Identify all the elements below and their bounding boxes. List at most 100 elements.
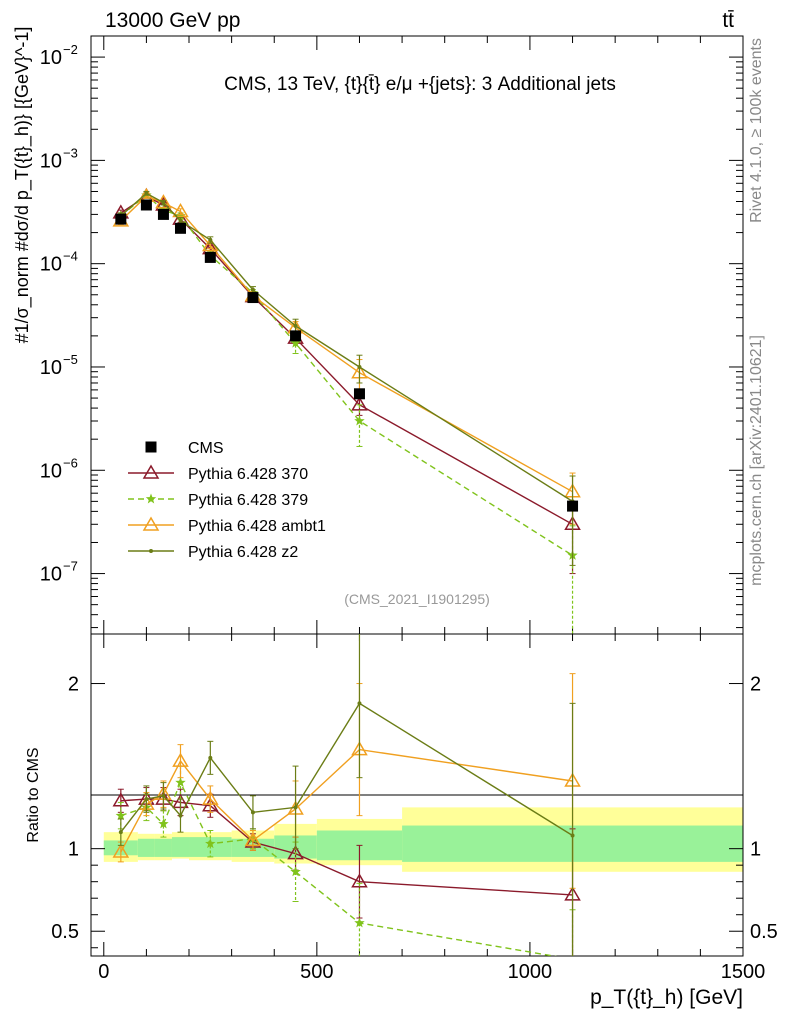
y-tick-label: 10	[40, 460, 62, 482]
legend-label: Pythia 6.428 379	[188, 492, 308, 509]
data-point	[112, 843, 130, 858]
y-tick-label-exponent: −4	[63, 249, 78, 264]
data-point	[174, 222, 186, 234]
data-point	[144, 797, 149, 802]
legend-marker	[145, 441, 157, 453]
data-point	[172, 752, 189, 767]
data-point	[172, 203, 189, 218]
data-point	[244, 831, 262, 847]
legend-entry: CMS	[145, 440, 224, 457]
data-point	[178, 218, 183, 223]
series-pythia-6-428-ambt1	[112, 187, 581, 525]
y-tick-label: 10	[40, 254, 62, 276]
x-tick-label: 1000	[508, 961, 553, 983]
data-point	[205, 838, 216, 849]
main-y-axis-label: #1/σ_norm #dσ/d p_T({t}_h)} [{GeV}^-1]	[12, 27, 33, 344]
ratio-series-group	[112, 634, 581, 956]
x-tick-label: 500	[300, 961, 333, 983]
data-point	[247, 292, 259, 304]
series-pythia-6-428-379	[115, 189, 578, 635]
plot-title: CMS, 13 TeV, {t}{t̄} e/μ +{jets}: 3 Addi…	[224, 74, 616, 95]
legend-label: Pythia 6.428 z2	[188, 544, 298, 561]
data-point	[357, 701, 362, 706]
data-point	[118, 830, 123, 835]
ratio-panel: 0.5 0.5 1 1 2 2 0 500 1000 1500	[51, 633, 778, 983]
data-point	[567, 500, 579, 512]
ratio-y-tick-label: 0.5	[51, 921, 79, 943]
legend-marker	[145, 493, 157, 504]
ratio-y-tick-label-right: 2	[750, 674, 761, 696]
data-point	[354, 415, 365, 426]
data-point	[161, 200, 166, 205]
y-tick-label-exponent: −3	[63, 145, 78, 160]
data-point	[158, 818, 169, 829]
x-axis-label: p_T({t}_h) [GeV]	[590, 986, 743, 1009]
series-cms	[115, 199, 579, 512]
legend-label: Pythia 6.428 ambt1	[188, 518, 326, 535]
analysis-watermark: (CMS_2021_I1901295)	[344, 591, 490, 607]
data-point	[353, 388, 365, 400]
stat-uncertainty-band	[154, 838, 172, 857]
data-point	[140, 199, 152, 211]
data-point	[208, 755, 213, 760]
main-series-group	[112, 187, 581, 635]
legend-marker	[149, 549, 153, 553]
data-point	[144, 191, 149, 196]
y-tick-label-exponent: −5	[63, 352, 78, 367]
ratio-y-tick-label: 1	[68, 839, 79, 861]
series-pythia-6-428-z2	[117, 190, 576, 566]
ratio-uncertainty-bands	[103, 807, 743, 872]
data-point	[293, 805, 298, 810]
main-axis-ticks: 10−710−610−510−410−310−2	[40, 36, 744, 634]
y-tick-label: 10	[40, 47, 62, 69]
legend-marker	[142, 464, 160, 479]
y-tick-label-exponent: −6	[63, 455, 78, 470]
mcplots-reference-label: mcplots.cern.ch [arXiv:2401.10621]	[748, 335, 765, 586]
main-panel: 10−710−610−510−410−310−2 CMS, 13 TeV, {t…	[40, 35, 744, 635]
data-point	[290, 866, 301, 877]
data-point	[354, 917, 365, 928]
ratio-y-tick-label: 2	[68, 674, 79, 696]
data-point	[157, 208, 169, 220]
legend-marker	[142, 516, 160, 531]
data-point	[202, 790, 219, 805]
data-point	[290, 337, 301, 348]
legend-label: Pythia 6.428 370	[188, 466, 308, 483]
data-point	[250, 810, 255, 815]
data-point	[112, 792, 130, 807]
legend: CMS Pythia 6.428 370 Pythia 6.428 379 Pythi…	[128, 440, 326, 561]
y-tick-label-exponent: −2	[63, 42, 78, 57]
data-point	[178, 813, 183, 818]
stat-uncertainty-band	[137, 838, 155, 857]
ratio-y-tick-label-right: 1	[750, 839, 761, 861]
data-point	[175, 777, 186, 788]
header-right: tt̄	[722, 9, 734, 32]
y-tick-label: 10	[40, 357, 62, 379]
data-point	[175, 210, 186, 221]
ratio-y-tick-label-right: 0.5	[750, 921, 778, 943]
rivet-version-label: Rivet 4.1.0, ≥ 100k events	[748, 38, 765, 223]
data-point	[161, 793, 166, 798]
legend-entry: Pythia 6.428 379	[128, 492, 308, 509]
legend-entry: Pythia 6.428 z2	[128, 544, 298, 561]
data-point	[155, 194, 172, 209]
data-point	[351, 873, 368, 888]
data-point	[357, 364, 362, 369]
data-point	[115, 810, 127, 821]
data-point	[208, 237, 213, 242]
legend-entry: Pythia 6.428 370	[128, 464, 308, 483]
series-pythia-6-428-z2	[117, 634, 576, 956]
legend-entry: Pythia 6.428 ambt1	[128, 516, 326, 535]
data-point	[204, 251, 216, 263]
data-point	[293, 323, 298, 328]
data-point	[250, 287, 255, 292]
ratio-y-axis-label: Ratio to CMS	[25, 747, 42, 842]
header-left: 13000 GeV pp	[105, 9, 240, 32]
data-point	[115, 213, 127, 225]
x-tick-label: 0	[98, 961, 109, 983]
ratio-axis-ticks: 0.5 0.5 1 1 2 2 0 500 1000 1500	[51, 634, 778, 983]
stat-uncertainty-band	[171, 837, 190, 857]
data-point	[570, 833, 575, 838]
y-tick-label: 10	[40, 150, 62, 172]
